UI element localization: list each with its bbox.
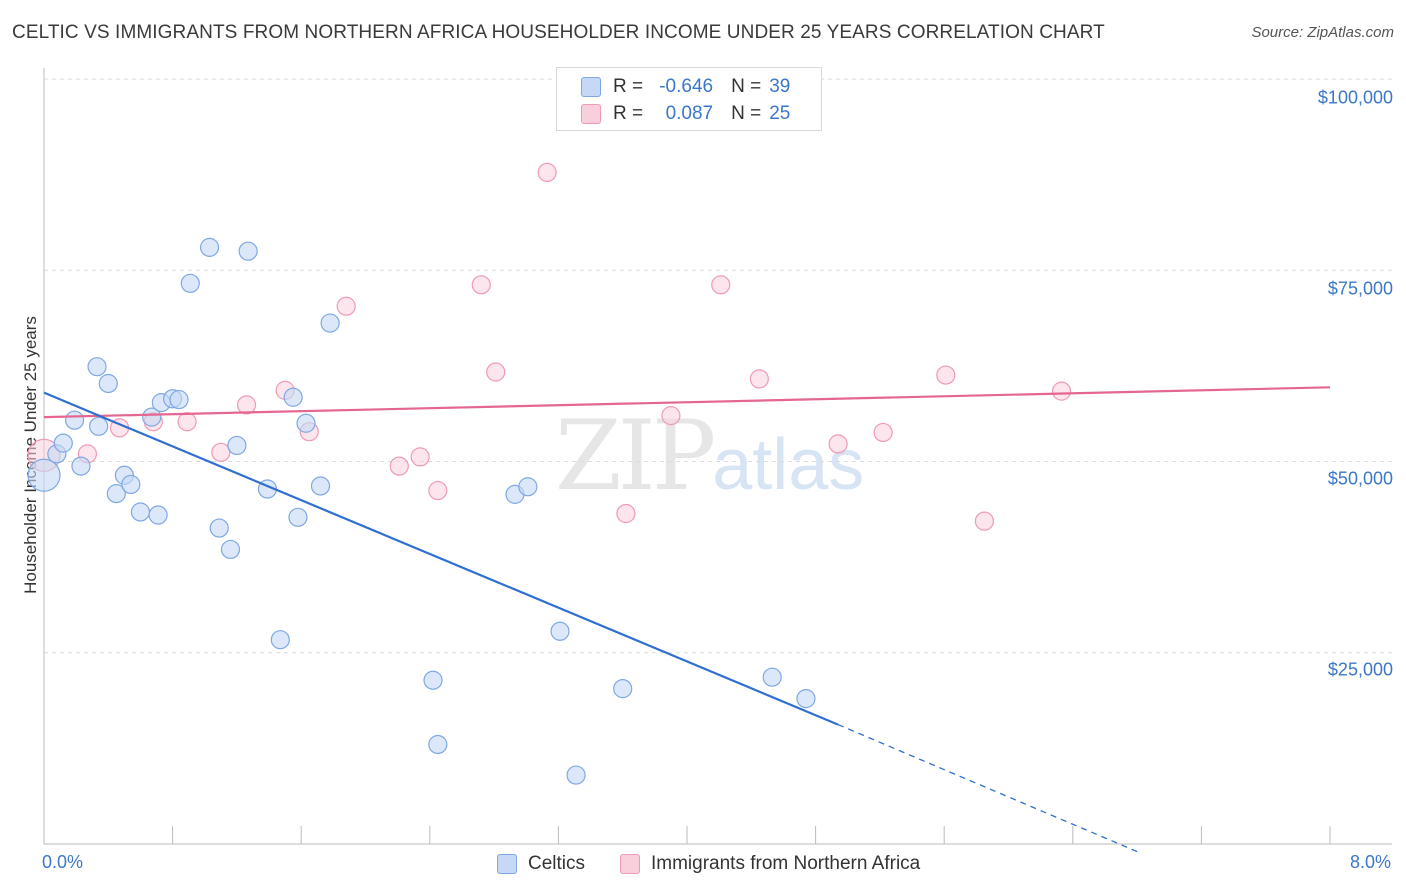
celtics-point xyxy=(227,435,247,456)
celtics-point xyxy=(121,474,141,495)
celtics-point xyxy=(288,507,308,527)
immigrants-point xyxy=(828,434,848,454)
celtics-r-value: -0.646 xyxy=(659,76,714,97)
bottom-legend-celtics: Celtics xyxy=(497,852,585,876)
celtics-point xyxy=(550,621,570,641)
bottom-legend-immigrants: Immigrants from Northern Africa xyxy=(620,852,920,876)
celtics-point xyxy=(423,670,443,690)
r-label: R = xyxy=(613,103,644,124)
celtics-trend-line xyxy=(43,391,839,726)
immigrants-point xyxy=(936,365,956,385)
celtics-point xyxy=(762,667,782,687)
celtics-point xyxy=(53,433,73,453)
celtics-point xyxy=(169,389,189,410)
r-label: R = xyxy=(613,76,644,97)
celtics-point xyxy=(796,688,816,709)
y-tick-label: $100,000 xyxy=(1317,87,1393,108)
legend-row-immigrants: R = 0.087 N = 25 xyxy=(581,102,790,126)
celtics-point xyxy=(220,539,241,560)
immigrants-point xyxy=(410,447,430,467)
celtics-point xyxy=(428,734,448,755)
celtics-point xyxy=(310,476,331,496)
celtics-trend-extension xyxy=(837,723,1138,853)
y-tick-label: $50,000 xyxy=(1327,468,1393,489)
immigrants-point xyxy=(236,395,257,415)
celtics-swatch xyxy=(497,854,517,874)
immigrants-point xyxy=(749,369,769,389)
celtics-point xyxy=(238,241,258,261)
legend-row-celtics: R = -0.646 N = 39 xyxy=(581,75,790,99)
celtics-point xyxy=(270,630,290,650)
celtics-point xyxy=(613,679,633,699)
immigrants-point xyxy=(537,162,557,183)
chart-title: CELTIC VS IMMIGRANTS FROM NORTHERN AFRIC… xyxy=(12,22,1105,43)
celtics-point xyxy=(199,237,220,257)
celtics-swatch xyxy=(581,77,601,97)
immigrants-point xyxy=(428,480,448,501)
celtics-point xyxy=(98,373,118,394)
celtics-point xyxy=(283,387,303,407)
x-tick-label: 8.0% xyxy=(1350,852,1392,872)
immigrants-trend-line xyxy=(43,386,1331,419)
immigrants-point xyxy=(974,511,994,531)
immigrants-swatch xyxy=(581,104,601,124)
immigrants-legend-label: Immigrants from Northern Africa xyxy=(651,853,921,874)
immigrants-point xyxy=(616,503,636,524)
celtics-point xyxy=(87,357,107,377)
celtics-legend-label: Celtics xyxy=(528,853,586,874)
immigrants-point xyxy=(873,422,893,443)
immigrants-point xyxy=(177,412,197,432)
celtics-point xyxy=(106,484,126,504)
watermark-zip: ZIP xyxy=(555,400,716,512)
celtics-n-value: 39 xyxy=(769,76,791,97)
y-tick-label: $75,000 xyxy=(1327,278,1393,299)
celtics-point xyxy=(71,456,91,476)
correlation-legend: R = -0.646 N = 39 R = 0.087 N = 25 xyxy=(556,67,822,131)
celtics-point xyxy=(148,505,168,525)
immigrants-point xyxy=(336,296,356,316)
x-tick-label: 0.0% xyxy=(42,852,84,872)
celtics-point xyxy=(180,273,200,293)
celtics-point xyxy=(27,458,61,492)
celtics-point xyxy=(296,413,316,433)
immigrants-point xyxy=(211,442,231,462)
y-tick-label: $25,000 xyxy=(1327,659,1393,680)
n-label: N = xyxy=(731,76,762,97)
source-label: Source: ZipAtlas.com xyxy=(1251,24,1394,41)
celtics-point xyxy=(209,518,229,538)
celtics-point xyxy=(142,407,162,427)
immigrants-r-value: 0.087 xyxy=(665,103,714,124)
celtics-point xyxy=(89,416,109,436)
immigrants-point xyxy=(1051,381,1072,401)
immigrants-point xyxy=(486,362,506,382)
celtics-point xyxy=(64,410,85,430)
celtics-point xyxy=(566,765,586,785)
celtics-point xyxy=(320,313,340,333)
celtics-point xyxy=(130,502,151,522)
n-label: N = xyxy=(731,103,762,124)
immigrants-point xyxy=(389,456,409,476)
immigrants-point xyxy=(711,275,731,295)
immigrants-point xyxy=(661,406,681,426)
celtics-point xyxy=(518,477,538,497)
immigrants-swatch xyxy=(620,854,640,874)
immigrants-n-value: 25 xyxy=(769,103,791,124)
immigrants-point xyxy=(471,275,491,295)
